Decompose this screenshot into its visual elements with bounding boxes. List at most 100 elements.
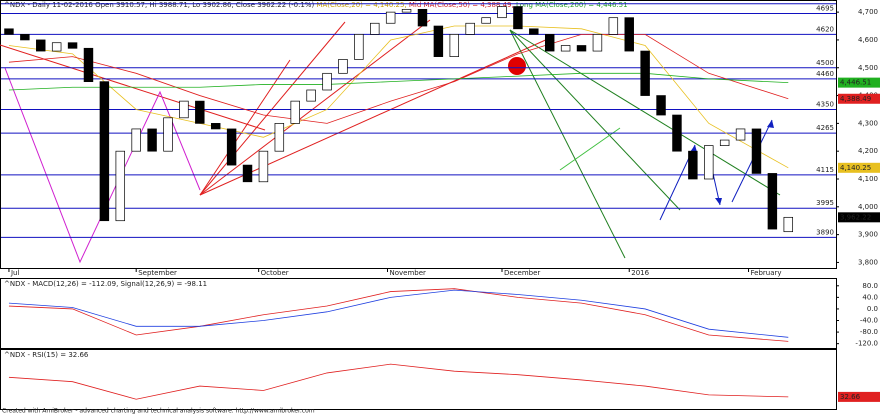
level-label: 4115 [816,166,834,174]
y-tick-label: 80.0 [862,282,878,290]
title: ^NDX - Daily 11-02-2016 Open 3910.57, Hi… [4,1,314,9]
candle [67,42,78,49]
value-tag-label: 3,962.22 [840,213,871,221]
candle [115,150,126,222]
candle [131,128,141,152]
candle [51,42,62,52]
candle [688,150,698,180]
rsi-frame [0,349,837,410]
y-tick-label: -120.0 [855,340,878,348]
macd-line [8,288,789,342]
candle [481,17,491,24]
price-frame [0,0,837,269]
y-tick-label: 3,800 [858,258,878,266]
candle [576,45,587,52]
candle [624,17,634,52]
trend-line [509,29,781,196]
candle [560,45,571,52]
chart-title: ^NDX - Daily 11-02-2016 Open 3910.57, Hi… [4,1,628,9]
footer: Created with AmiBroker - advanced charti… [2,408,315,415]
candle [417,8,428,27]
y-tick-label: -80.0 [860,328,878,336]
trend-line [199,21,346,196]
level-label: 4620 [816,25,834,33]
y-tick-label: 4,600 [858,36,878,44]
level-label: 4730 [816,0,834,3]
y-tick-label: 0.0 [867,305,878,313]
candle [163,117,173,152]
y-tick-label: 4,100 [858,175,878,183]
macd-frame [0,278,837,349]
candle [735,128,746,141]
level-label: 4350 [816,100,834,108]
value-tag-label: 4,446.51 [840,79,871,87]
ma-title: Mid MA(Close,50) = 4,388.49, [409,1,514,9]
y-tick-label: 4,300 [858,119,878,127]
candle [497,6,507,19]
level-label: 3890 [816,228,834,236]
rsi-line [8,363,789,400]
x-tick-label: December [504,269,540,277]
level-label: 4695 [816,5,834,13]
level-label: 3995 [816,199,834,207]
candle [592,34,603,52]
candle [544,34,555,52]
candle [36,39,46,52]
candle [322,72,332,91]
candle [433,25,444,57]
arrowhead [715,198,722,205]
candle [401,8,412,13]
x-tick-label: September [138,269,177,277]
candle [783,216,794,233]
value-tag-label: 32.66 [840,393,861,401]
y-tick-label: 40.0 [862,293,878,301]
candle [672,114,682,152]
candle [290,100,300,124]
candle [20,34,30,41]
candle [704,145,714,180]
value-tag [838,77,880,88]
candle [608,17,619,35]
candle [99,81,110,222]
candle [258,150,269,183]
candle [83,47,94,83]
candle [226,128,237,166]
candle [529,28,539,35]
candle [306,89,316,102]
trend-line [199,19,431,196]
y-tick-label: 4,000 [858,203,878,211]
ma-title: Long MA(Close,200) = 4,446.51 [516,1,628,9]
candle [242,164,253,183]
level-label: 4500 [816,59,834,67]
candle [767,173,778,230]
candle [210,123,221,130]
value-tag-label: 4,140.25 [840,164,871,172]
value-tag-label: 4,388.49 [840,95,871,103]
candle [370,22,380,35]
candle [640,50,650,96]
y-tick-label: -40.0 [860,317,878,325]
level-label: 4460 [816,70,834,78]
arrowhead [690,145,697,152]
rsi-title: ^NDX - RSI(15) = 32.66 [4,351,89,359]
marker [508,57,526,75]
ma-line [8,25,789,169]
x-tick-label: 2016 [631,269,649,277]
candle [274,123,285,152]
candle [751,128,762,174]
value-tag [838,162,880,173]
candle [147,128,157,152]
trend-line [559,127,621,171]
candle [656,95,666,116]
value-tag [838,93,880,104]
candle [385,11,396,24]
candle [719,139,730,146]
candle [179,100,189,119]
value-tag [838,212,880,223]
x-tick-label: Jul [10,269,20,277]
trend-line [509,29,681,211]
candle [465,22,475,35]
macd-line [8,289,789,338]
ma-title: MA(Close,20) = 4,140.25, [316,1,406,9]
